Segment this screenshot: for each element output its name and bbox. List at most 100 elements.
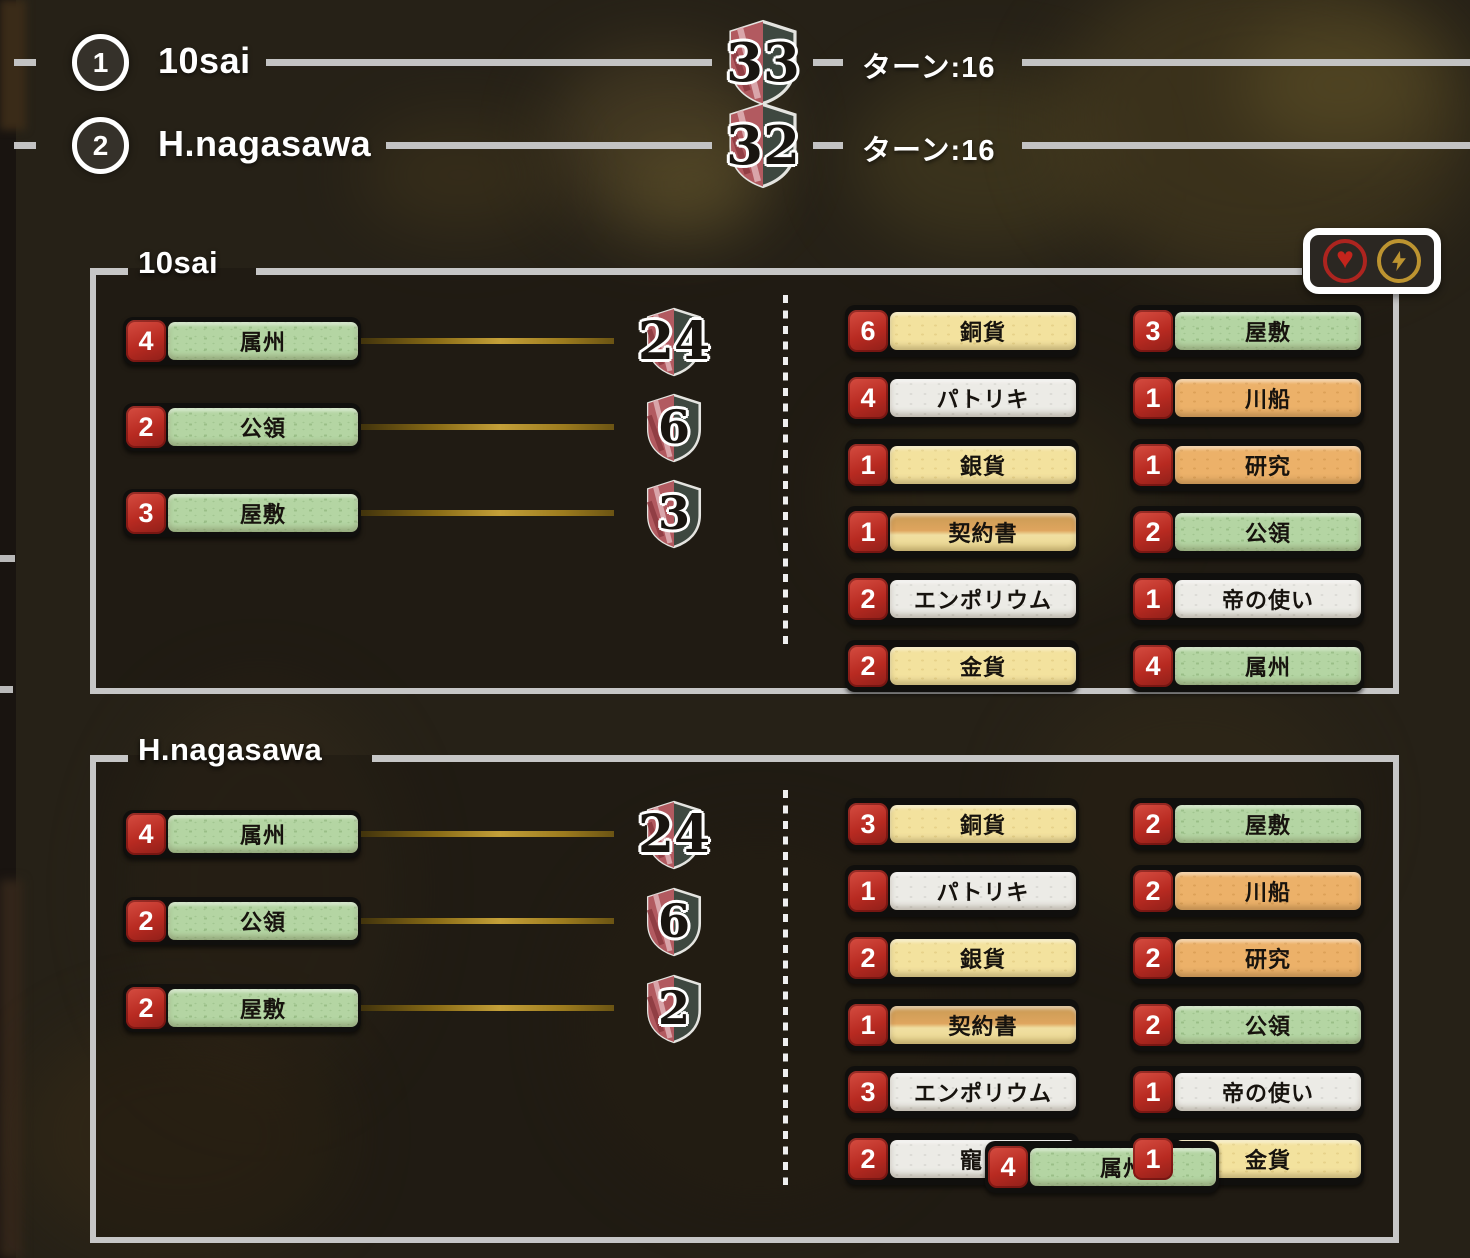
count-badge: 2 (1133, 1004, 1173, 1046)
card-count-group: 3 屋敷 (123, 489, 361, 537)
count-badge: 1 (848, 870, 888, 912)
energy-button[interactable] (1377, 239, 1421, 283)
card-row: 2 屋敷 (1130, 798, 1364, 850)
card-name-plate: 屋敷 (168, 494, 358, 532)
count-badge: 3 (848, 803, 888, 845)
card-name-plate: 研究 (1175, 446, 1361, 484)
card-name-plate: 公領 (1175, 513, 1361, 551)
panel-title: 10sai (138, 245, 219, 280)
score-value: 6 (626, 883, 722, 959)
dashed-divider (783, 790, 788, 1185)
heart-icon: ♥ (1336, 242, 1354, 275)
count-badge: 4 (988, 1146, 1028, 1188)
card-name-plate: 公領 (168, 902, 358, 940)
score-number: 6 (657, 400, 690, 454)
score-number: 3 (657, 486, 690, 540)
count-badge: 2 (1133, 511, 1173, 553)
card-name-plate: 金貨 (890, 647, 1076, 685)
count-badge: 3 (1133, 310, 1173, 352)
score-number: 24 (637, 803, 711, 865)
score-row: 3 屋敷 3 (123, 475, 722, 551)
turn-counter: ターン:16 (862, 52, 996, 84)
player-panel-10sai: 10sai ♥ 4 属州 24 (90, 228, 1441, 694)
card-row: 2 公領 (1130, 506, 1364, 558)
card-name-plate: 屋敷 (1175, 312, 1361, 350)
card-row: 2 研究 (1130, 932, 1364, 984)
background-art (0, 880, 22, 1258)
card-row: 1 帝の使い (1130, 573, 1364, 625)
count-badge: 3 (848, 1071, 888, 1113)
dashed-divider (783, 295, 788, 647)
card-count-group: 2 公領 (123, 897, 361, 945)
count-badge: 1 (1133, 1138, 1173, 1180)
score-shield-icon (646, 393, 702, 463)
count-badge: 4 (848, 377, 888, 419)
player-panel-hnagasawa: H.nagasawa 4 属州 24 2 公領 (90, 732, 1399, 1243)
panel-border-segment (90, 755, 128, 762)
card-row: 1 契約書 (845, 999, 1079, 1051)
score-shield-icon (729, 102, 797, 189)
card-name-plate: パトリキ (890, 379, 1076, 417)
card-row: 2 金貨 (845, 640, 1079, 692)
card-name-plate: 属州 (1175, 647, 1361, 685)
divider-line (386, 142, 712, 149)
score-row: 4 属州 24 (123, 303, 722, 379)
card-name-plate: パトリキ (890, 872, 1076, 910)
card-name-plate: 契約書 (890, 513, 1076, 551)
card-name-plate: 公領 (1175, 1006, 1361, 1044)
connector-line (361, 918, 614, 924)
card-row: 1 銀貨 (845, 439, 1079, 491)
card-row: 2 川船 (1130, 865, 1364, 917)
card-name-plate: 銀貨 (890, 446, 1076, 484)
score-row: 4 属州 24 (123, 796, 722, 872)
score-number: 32 (726, 114, 800, 177)
score-value: 24 (626, 303, 722, 379)
divider-line (14, 59, 36, 66)
rank-number: 2 (92, 129, 109, 161)
card-count-group: 4 属州 (123, 810, 361, 858)
background-blob (360, 120, 560, 230)
card-row: 6 銅貨 (845, 305, 1079, 357)
divider-line (266, 59, 712, 66)
divider-line (813, 142, 843, 149)
card-name-plate: 帝の使い (1175, 1073, 1361, 1111)
heart-button[interactable]: ♥ (1323, 239, 1367, 283)
count-badge: 1 (1133, 444, 1173, 486)
count-badge: 3 (126, 492, 166, 534)
card-name-plate: 属州 (1030, 1148, 1216, 1186)
score-value: 6 (626, 389, 722, 465)
score-row: 2 屋敷 2 (123, 970, 722, 1046)
card-list-right: 3 屋敷 1 川船 1 研究 2 公領 1 帝の使い 4 属州 (1130, 305, 1364, 692)
divider-line (1022, 142, 1470, 149)
count-badge: 2 (848, 645, 888, 687)
score-value: 2 (626, 970, 722, 1046)
card-row: 1 契約書 (845, 506, 1079, 558)
card-row: 2 公領 (1130, 999, 1364, 1051)
connector-line (361, 424, 614, 430)
score-number: 6 (657, 894, 690, 948)
count-badge: 4 (126, 813, 166, 855)
background-blob (1240, 20, 1440, 150)
score-shield-icon (729, 19, 797, 106)
divider-line (813, 59, 843, 66)
rank-badge: 2 (72, 117, 129, 174)
screen-edge-line (0, 686, 13, 693)
score-shield-icon (646, 887, 702, 957)
card-row: 3 銅貨 (845, 798, 1079, 850)
player-name: H.nagasawa (158, 123, 372, 164)
card-name-plate: エンポリウム (890, 1073, 1076, 1111)
count-badge: 2 (126, 406, 166, 448)
panel-border-segment (256, 268, 1302, 275)
card-name-plate: 銅貨 (890, 805, 1076, 843)
card-name-plate: 契約書 (890, 1006, 1076, 1044)
card-count-group: 2 公領 (123, 403, 361, 451)
score-breakdown: 4 属州 24 2 公領 6 (123, 303, 722, 551)
card-count-group: 4 属州 (123, 317, 361, 365)
connector-line (361, 831, 614, 837)
score-value: 3 (626, 475, 722, 551)
card-row: 2 銀貨 (845, 932, 1079, 984)
card-row: 4 属州 (985, 1141, 1219, 1193)
score-shield-icon (646, 974, 702, 1044)
count-badge: 1 (1133, 1071, 1173, 1113)
count-badge: 2 (126, 987, 166, 1029)
